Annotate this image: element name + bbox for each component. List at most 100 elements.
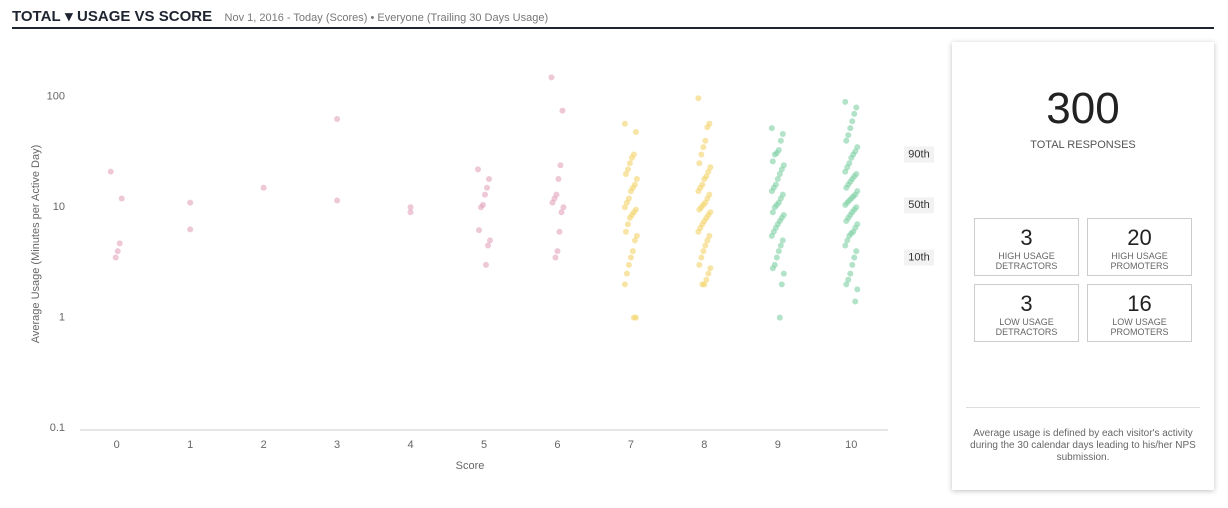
y-tick-label: 10 — [53, 201, 65, 213]
point — [705, 168, 712, 175]
point — [621, 204, 628, 211]
point — [476, 227, 482, 234]
point — [854, 286, 861, 293]
point — [623, 199, 630, 206]
point — [695, 228, 702, 235]
point — [118, 195, 125, 202]
point — [624, 221, 631, 228]
point — [621, 120, 628, 127]
point — [842, 201, 849, 208]
point — [628, 154, 635, 161]
point — [560, 204, 567, 211]
separator — [966, 407, 1200, 408]
point — [777, 137, 784, 144]
point — [774, 176, 781, 183]
x-tick-label: 2 — [261, 439, 267, 451]
point — [187, 226, 194, 233]
stat-value: 16 — [1127, 291, 1152, 316]
percentile-label: 90th — [908, 148, 929, 160]
point — [557, 162, 564, 169]
point — [633, 232, 640, 239]
point — [771, 204, 778, 211]
stat-value: 3 — [1020, 291, 1033, 316]
point — [626, 214, 633, 221]
caret[interactable]: ▾ — [65, 8, 73, 25]
percentile-bg — [904, 197, 934, 214]
point — [700, 144, 707, 151]
point — [626, 160, 633, 167]
point — [771, 151, 778, 158]
x-tick-label: 10 — [845, 439, 857, 451]
point — [777, 242, 784, 249]
point — [559, 107, 566, 114]
point — [696, 206, 703, 213]
point — [701, 176, 708, 183]
point — [707, 265, 714, 272]
point — [558, 209, 565, 216]
point — [548, 74, 555, 81]
point — [773, 254, 780, 261]
point — [554, 248, 561, 255]
point — [853, 248, 860, 255]
point — [775, 248, 782, 255]
stat-value: 20 — [1127, 225, 1152, 250]
point — [698, 254, 705, 261]
point — [625, 261, 632, 268]
point — [845, 132, 852, 139]
point — [627, 254, 634, 261]
y-tick-label: 0.1 — [50, 422, 65, 434]
point — [482, 191, 488, 198]
point — [487, 237, 493, 244]
x-tick-label: 3 — [334, 439, 340, 451]
stat-box: 20 HIGH USAGE PROMOTERS — [1087, 218, 1192, 276]
point — [107, 168, 114, 175]
point — [407, 204, 414, 211]
point — [630, 314, 637, 321]
point — [778, 281, 785, 288]
y-tick-label: 100 — [47, 91, 65, 103]
point — [843, 184, 850, 191]
percentile-bg — [904, 249, 934, 266]
x-tick-label: 0 — [114, 439, 120, 451]
point — [627, 188, 634, 195]
x-tick-label: 1 — [187, 439, 193, 451]
point — [848, 154, 855, 161]
point — [699, 281, 706, 288]
x-tick-label: 7 — [628, 439, 634, 451]
x-axis-title: Score — [456, 460, 485, 472]
header: TOTAL ▾ USAGE VS SCORE Nov 1, 2016 - Tod… — [12, 7, 548, 26]
point — [768, 125, 775, 132]
point — [706, 232, 713, 239]
total-responses: 300 — [1046, 84, 1120, 133]
stat-label: LOW USAGE PROMOTERS — [1110, 317, 1169, 337]
point — [847, 125, 854, 132]
stat-box: 3 LOW USAGE DETRACTORS — [974, 284, 1079, 342]
point — [623, 270, 630, 277]
point — [843, 281, 850, 288]
point — [698, 151, 705, 158]
point — [847, 270, 854, 277]
x-tick-label: 5 — [481, 439, 487, 451]
point — [778, 166, 785, 173]
point — [478, 204, 484, 211]
point — [849, 118, 856, 125]
x-tick-label: 8 — [701, 439, 707, 451]
point — [842, 242, 849, 249]
scope-selector[interactable]: TOTAL — [12, 8, 61, 25]
point — [705, 270, 712, 277]
point — [633, 176, 640, 183]
point — [556, 228, 563, 235]
x-tick-label: 4 — [407, 439, 413, 451]
stat-value: 3 — [1020, 225, 1033, 250]
footnote: Average usage is defined by each visitor… — [970, 428, 1196, 463]
point — [845, 276, 852, 283]
total-label: TOTAL RESPONSES — [1030, 139, 1136, 151]
point — [555, 176, 562, 183]
summary-panel: 300 TOTAL RESPONSES 3 HIGH USAGE DETRACTO… — [952, 42, 1214, 490]
stat-label: HIGH USAGE PROMOTERS — [1110, 251, 1169, 271]
point — [114, 248, 121, 255]
point — [484, 184, 490, 191]
point — [852, 298, 859, 305]
point — [696, 160, 703, 167]
point — [779, 131, 786, 138]
